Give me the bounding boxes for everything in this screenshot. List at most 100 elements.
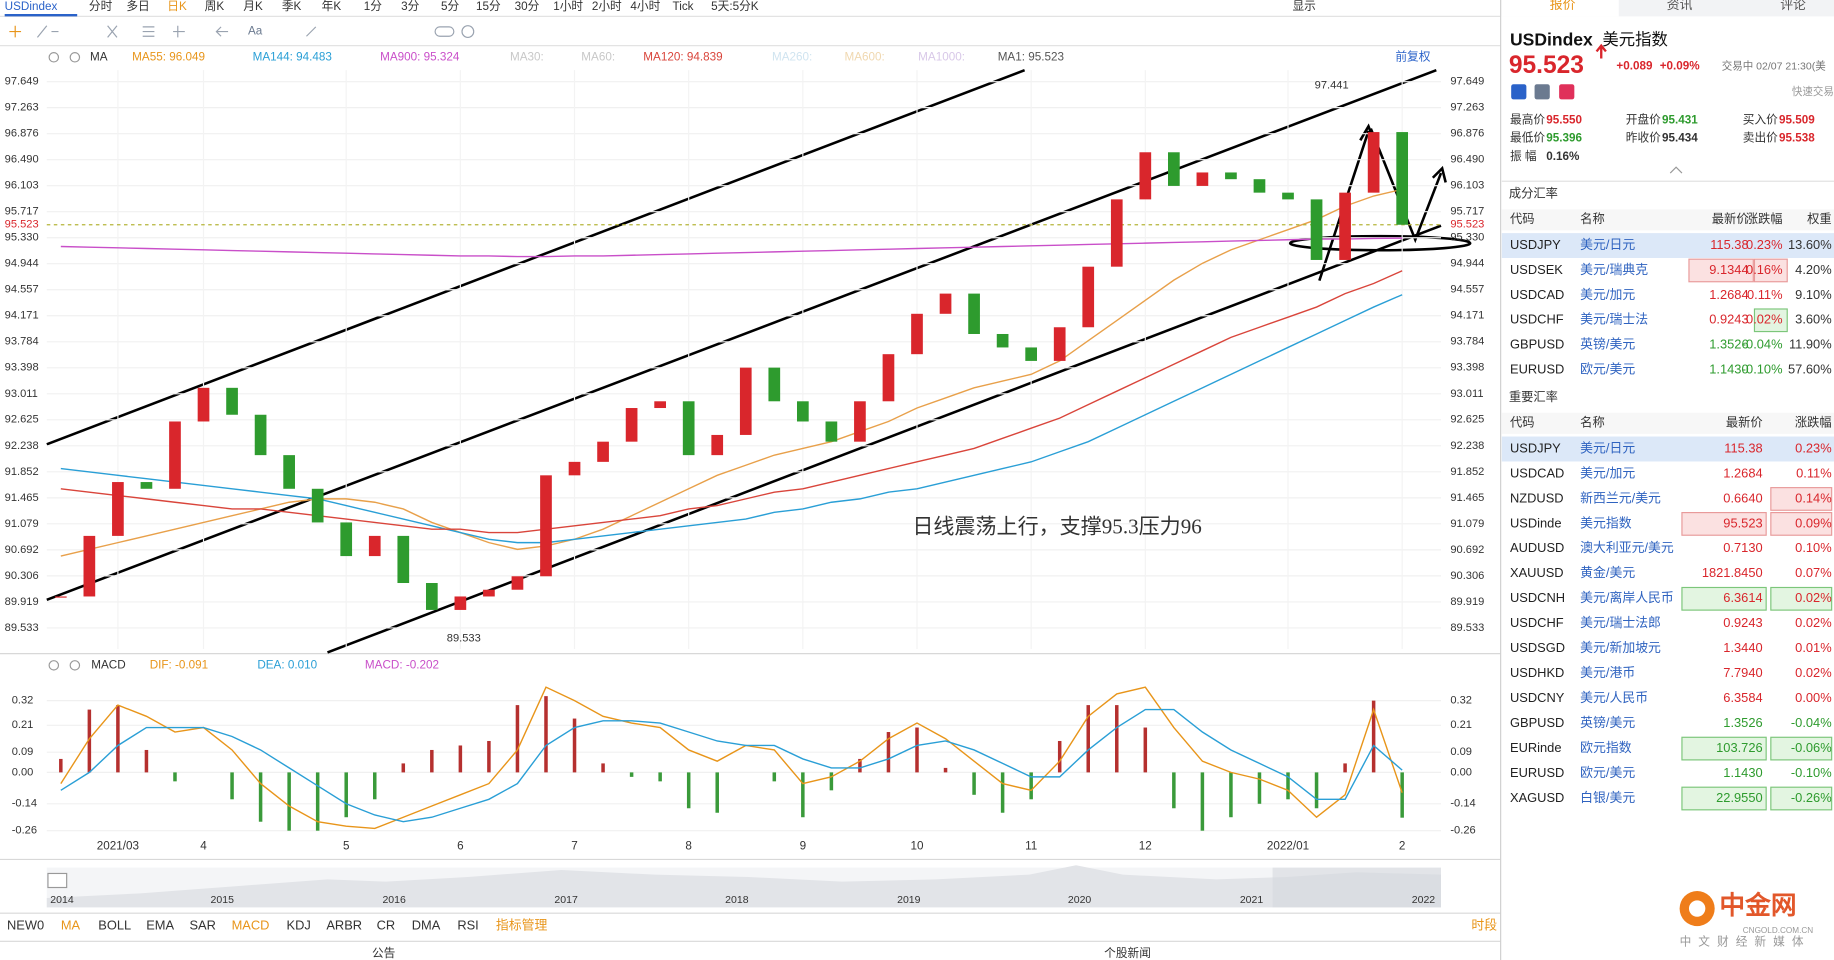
ma-legend[interactable]: MA55: 96.049: [132, 50, 205, 63]
macd-legend[interactable]: MACD: -0.202: [365, 658, 439, 671]
period-tab[interactable]: 分时: [89, 0, 113, 13]
fast-trade[interactable]: 快速交易: [1792, 85, 1834, 98]
ma-legend[interactable]: MA260:: [772, 50, 812, 63]
table-cell[interactable]: USDCAD: [1510, 287, 1564, 302]
period-tab[interactable]: 月K: [243, 0, 263, 13]
panel-tab[interactable]: 评论: [1780, 0, 1806, 12]
column-header[interactable]: 权重: [1807, 212, 1832, 226]
macd-legend[interactable]: DIF: -0.091: [150, 658, 208, 671]
table-cell[interactable]: EURinde: [1510, 740, 1561, 755]
column-header[interactable]: 代码: [1510, 212, 1535, 226]
display-menu[interactable]: 显示: [1292, 0, 1315, 13]
indicator-tab[interactable]: RSI: [457, 917, 478, 932]
ma-legend[interactable]: MA900: 95.324: [380, 50, 460, 63]
table-cell[interactable]: EURUSD: [1510, 361, 1564, 376]
footer-tab[interactable]: 公告: [372, 947, 395, 960]
pen-tool[interactable]: [306, 26, 317, 37]
indicator-tab[interactable]: 指标管理: [496, 917, 548, 932]
period-tab[interactable]: 30分: [515, 0, 540, 13]
table-cell[interactable]: USDCNY: [1510, 690, 1565, 705]
channel-tool[interactable]: [142, 26, 155, 37]
indicator-tab[interactable]: KDJ: [287, 917, 311, 932]
column-header[interactable]: 涨跌幅: [1795, 415, 1832, 430]
indicator-tab[interactable]: EMA: [146, 917, 174, 932]
toggle-tool[interactable]: [434, 26, 455, 37]
indicator-tab[interactable]: ARBR: [326, 917, 362, 932]
measure-tool[interactable]: [173, 25, 185, 38]
column-header[interactable]: 涨跌幅: [1746, 211, 1783, 226]
ma-legend[interactable]: MA: [90, 50, 108, 63]
column-header[interactable]: 最新价: [1726, 415, 1763, 430]
period-tab[interactable]: 1小时: [553, 0, 583, 13]
crosshair-tool[interactable]: [9, 25, 22, 38]
table-cell[interactable]: EURUSD: [1510, 765, 1564, 780]
period-tab[interactable]: 5天:5分K: [711, 0, 759, 13]
flag-icon[interactable]: [1511, 84, 1527, 100]
period-tab[interactable]: 周K: [205, 0, 225, 13]
arrow-tool[interactable]: [215, 26, 229, 37]
doc-icon[interactable]: [1534, 84, 1550, 100]
ma-legend[interactable]: MA600:: [844, 50, 884, 63]
column-header[interactable]: 名称: [1580, 211, 1605, 226]
period-button[interactable]: 时段: [1471, 917, 1497, 932]
adjust-button[interactable]: 前复权: [1395, 49, 1430, 63]
indicator-tab[interactable]: BOLL: [98, 917, 131, 932]
text-tool[interactable]: Aa: [248, 25, 263, 38]
settings-tool[interactable]: [461, 25, 475, 39]
macd-legend[interactable]: DEA: 0.010: [257, 658, 317, 671]
table-cell[interactable]: USDCHF: [1510, 312, 1564, 327]
ma-legend[interactable]: MA1000:: [918, 50, 965, 63]
table-cell[interactable]: USDCAD: [1510, 465, 1564, 480]
table-cell[interactable]: USDinde: [1510, 515, 1561, 530]
column-header[interactable]: 名称: [1580, 415, 1605, 430]
period-tab[interactable]: 年K: [322, 0, 342, 13]
period-tab[interactable]: 5分: [441, 0, 460, 13]
ma-legend[interactable]: MA60:: [581, 50, 615, 63]
favorite-icon[interactable]: [1559, 84, 1575, 100]
indicator-tab[interactable]: SAR: [189, 917, 215, 932]
indicator-tab[interactable]: MA: [61, 917, 81, 932]
table-cell[interactable]: XAUUSD: [1510, 565, 1564, 580]
table-cell[interactable]: XAGUSD: [1510, 790, 1564, 805]
indicator-tab[interactable]: MACD: [232, 917, 270, 932]
ma-legend[interactable]: MA30:: [510, 50, 544, 63]
period-tab[interactable]: Tick: [673, 0, 694, 13]
table-cell[interactable]: GBPUSD: [1510, 337, 1564, 352]
table-cell[interactable]: USDSEK: [1510, 262, 1563, 277]
table-cell[interactable]: USDHKD: [1510, 665, 1564, 680]
settings-icon[interactable]: [48, 52, 60, 63]
table-cell[interactable]: NZDUSD: [1510, 490, 1564, 505]
period-tab[interactable]: 15分: [476, 0, 501, 13]
period-tab[interactable]: 日K: [167, 0, 187, 13]
line-tool[interactable]: [36, 25, 59, 38]
table-cell[interactable]: GBPUSD: [1510, 715, 1564, 730]
fib-tool[interactable]: [107, 25, 118, 38]
column-header[interactable]: 代码: [1510, 416, 1535, 430]
ma-legend[interactable]: MA120: 94.839: [643, 50, 722, 63]
table-cell[interactable]: USDCNH: [1510, 590, 1565, 605]
panel-tab[interactable]: 资讯: [1667, 0, 1693, 12]
table-cell[interactable]: USDJPY: [1510, 440, 1561, 455]
indicator-tab[interactable]: CR: [377, 917, 396, 932]
period-tab[interactable]: 4小时: [630, 0, 660, 13]
period-tab[interactable]: 2小时: [592, 0, 622, 13]
macd-legend[interactable]: MACD: [91, 658, 125, 671]
indicator-tab[interactable]: NEW0: [7, 917, 44, 932]
ma-legend[interactable]: MA144: 94.483: [253, 50, 332, 63]
symbol-tab[interactable]: USDindex: [5, 0, 58, 13]
table-cell[interactable]: USDJPY: [1510, 237, 1561, 252]
table-cell[interactable]: AUDUSD: [1510, 540, 1564, 555]
footer-tab[interactable]: 个股新闻: [1104, 946, 1151, 960]
period-tab[interactable]: 季K: [282, 0, 302, 13]
navigator-handle[interactable]: [47, 872, 68, 889]
period-tab[interactable]: 多日: [126, 0, 149, 13]
settings-icon[interactable]: [48, 660, 60, 671]
navigator-window[interactable]: [1272, 867, 1441, 908]
period-tab[interactable]: 3分: [401, 0, 420, 13]
close-icon[interactable]: [69, 660, 81, 671]
table-cell[interactable]: USDCHF: [1510, 615, 1564, 630]
column-header[interactable]: 最新价: [1712, 211, 1749, 226]
panel-tab[interactable]: 报价: [1550, 0, 1576, 12]
period-tab[interactable]: 1分: [364, 0, 383, 13]
table-cell[interactable]: USDSGD: [1510, 640, 1565, 655]
